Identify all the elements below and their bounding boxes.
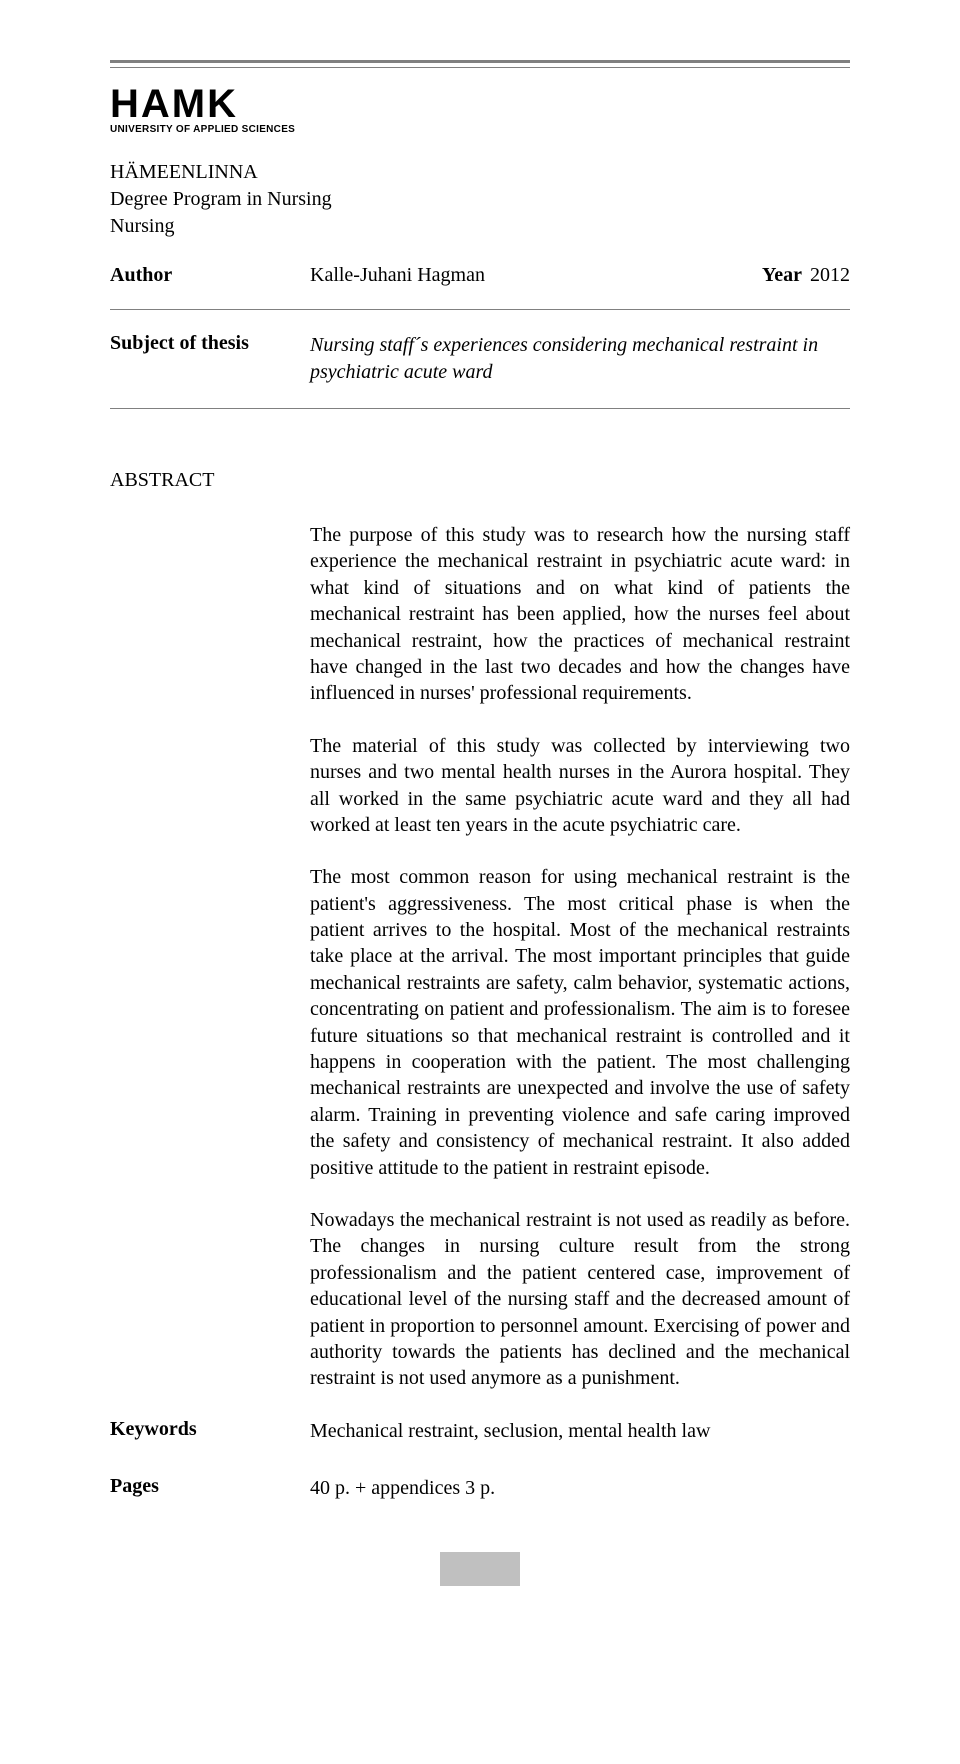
- program: Degree Program in Nursing: [110, 186, 850, 213]
- abstract-title: ABSTRACT: [110, 469, 850, 492]
- rule-thick: [110, 60, 850, 63]
- year-value: 2012: [810, 264, 850, 287]
- year-label: Year: [762, 264, 802, 287]
- keywords-value: Mechanical restraint, seclusion, mental …: [310, 1418, 850, 1445]
- subject-text: Nursing staff´s experiences considering …: [310, 332, 850, 386]
- department: Nursing: [110, 213, 850, 240]
- footer-page-marker: [440, 1552, 520, 1586]
- header-info: HÄMEENLINNA Degree Program in Nursing Nu…: [110, 159, 850, 240]
- rule-divider-1: [110, 309, 850, 310]
- abstract-body: The purpose of this study was to researc…: [310, 522, 850, 1392]
- logo-block: HAMK UNIVERSITY OF APPLIED SCIENCES: [110, 86, 850, 135]
- subject-label: Subject of thesis: [110, 332, 310, 386]
- pages-value: 40 p. + appendices 3 p.: [310, 1475, 850, 1502]
- author-row: Author Kalle-Juhani Hagman Year 2012: [110, 264, 850, 287]
- pages-label: Pages: [110, 1475, 310, 1502]
- keywords-row: Keywords Mechanical restraint, seclusion…: [110, 1418, 850, 1445]
- logo-subtitle: UNIVERSITY OF APPLIED SCIENCES: [110, 124, 850, 135]
- abstract-p1: The purpose of this study was to researc…: [310, 522, 850, 707]
- rule-divider-2: [110, 408, 850, 409]
- keywords-label: Keywords: [110, 1418, 310, 1445]
- author-name: Kalle-Juhani Hagman: [310, 264, 642, 287]
- abstract-p3: The most common reason for using mechani…: [310, 864, 850, 1181]
- location: HÄMEENLINNA: [110, 159, 850, 186]
- subject-row: Subject of thesis Nursing staff´s experi…: [110, 332, 850, 386]
- pages-row: Pages 40 p. + appendices 3 p.: [110, 1475, 850, 1502]
- abstract-p2: The material of this study was collected…: [310, 733, 850, 839]
- logo-text: HAMK: [110, 86, 850, 122]
- abstract-p4: Nowadays the mechanical restraint is not…: [310, 1207, 850, 1392]
- author-label: Author: [110, 264, 310, 287]
- rule-thin: [110, 67, 850, 68]
